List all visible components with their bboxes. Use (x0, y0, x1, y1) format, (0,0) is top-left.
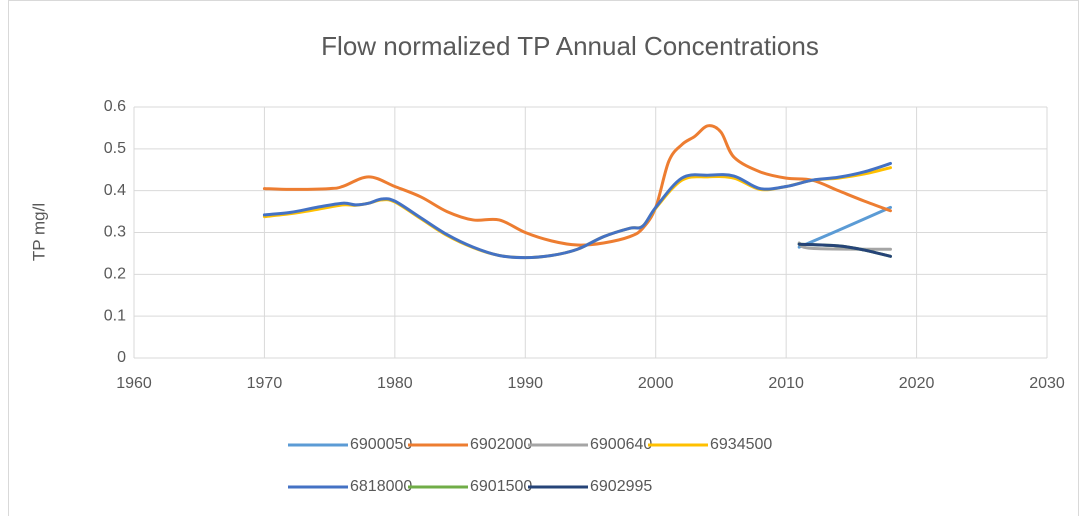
x-tick-label: 2020 (899, 375, 935, 392)
y-tick-label: 0.2 (104, 266, 126, 283)
x-tick-label: 1960 (116, 375, 152, 392)
series-line (262, 124, 892, 247)
x-tick-label: 1980 (377, 375, 413, 392)
y-tick-label: 0.1 (104, 307, 126, 324)
chart-border (8, 0, 1079, 521)
series-line (797, 242, 892, 258)
y-tick-label: 0.4 (104, 182, 126, 199)
legend-label: 6902000 (470, 436, 532, 453)
legend-label: 6900640 (590, 436, 652, 453)
y-axis-label: TP mg/l (29, 203, 48, 261)
chart-title: Flow normalized TP Annual Concentrations (321, 31, 819, 61)
y-tick-label: 0.3 (104, 224, 126, 241)
legend-label: 6934500 (710, 436, 772, 453)
y-tick-label: 0.6 (104, 98, 126, 115)
x-tick-label: 2010 (768, 375, 804, 392)
legend-label: 6900050 (350, 436, 412, 453)
y-tick-label: 0.5 (104, 140, 126, 157)
legend-label: 6902995 (590, 478, 652, 495)
legend-label: 6901500 (470, 478, 532, 495)
series-line (262, 161, 892, 260)
legend-label: 6818000 (350, 478, 412, 495)
x-tick-label: 2030 (1029, 375, 1065, 392)
x-tick-label: 1990 (507, 375, 543, 392)
x-tick-label: 1970 (247, 375, 283, 392)
y-tick-label: 0 (117, 349, 126, 366)
x-tick-label: 2000 (638, 375, 674, 392)
